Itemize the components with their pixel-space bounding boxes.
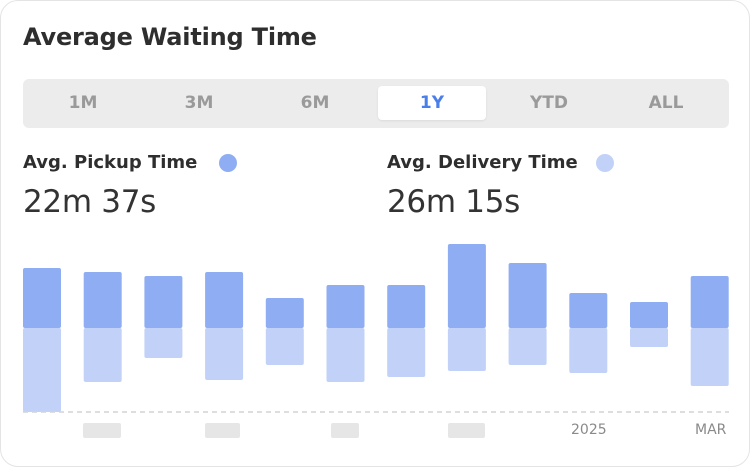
x-label-placeholder	[83, 423, 121, 438]
pickup-label: Avg. Pickup Time	[23, 152, 198, 173]
pickup-bar	[508, 263, 547, 328]
delivery-bar	[508, 328, 547, 365]
pickup-value: 22m 37s	[23, 184, 156, 220]
delivery-bar	[387, 328, 426, 377]
pickup-legend-dot	[219, 154, 237, 172]
time-range-tabs: 1M 3M 6M 1Y YTD ALL	[23, 79, 729, 128]
delivery-bar	[83, 328, 122, 382]
pickup-bar	[387, 285, 426, 328]
pickup-bar	[630, 302, 668, 328]
delivery-bar	[23, 328, 61, 412]
delivery-bar	[265, 328, 304, 365]
pickup-bar	[205, 272, 244, 328]
x-label-placeholder	[331, 423, 359, 438]
delivery-bar	[144, 328, 183, 358]
x-label-placeholder	[448, 423, 485, 438]
delivery-legend-dot	[596, 154, 614, 172]
delivery-value: 26m 15s	[387, 184, 520, 220]
delivery-bar	[205, 328, 244, 380]
tab-3m[interactable]: 3M	[184, 93, 214, 113]
tab-1y[interactable]: 1Y	[378, 86, 486, 120]
x-label-placeholder	[205, 423, 240, 438]
delivery-bar	[690, 328, 729, 386]
tab-6m[interactable]: 6M	[300, 93, 330, 113]
delivery-label: Avg. Delivery Time	[387, 152, 578, 173]
pickup-bar	[326, 285, 365, 328]
x-tick-label-2025: 2025	[571, 422, 607, 438]
tab-all[interactable]: ALL	[648, 93, 684, 113]
delivery-bar	[569, 328, 608, 373]
pickup-bar	[569, 293, 608, 328]
delivery-bar	[326, 328, 365, 382]
pickup-bar	[447, 244, 486, 328]
tab-1m[interactable]: 1M	[68, 93, 98, 113]
pickup-bar	[23, 268, 61, 328]
delivery-bar	[630, 328, 668, 347]
pickup-bar	[144, 276, 183, 328]
pickup-bar	[265, 298, 304, 328]
x-tick-label-mar: MAR	[695, 422, 727, 438]
pickup-bar	[690, 276, 729, 328]
card-title: Average Waiting Time	[23, 23, 317, 51]
delivery-bar	[447, 328, 486, 371]
bar-chart	[23, 244, 729, 413]
pickup-bar	[83, 272, 122, 328]
tab-ytd[interactable]: YTD	[529, 93, 569, 113]
